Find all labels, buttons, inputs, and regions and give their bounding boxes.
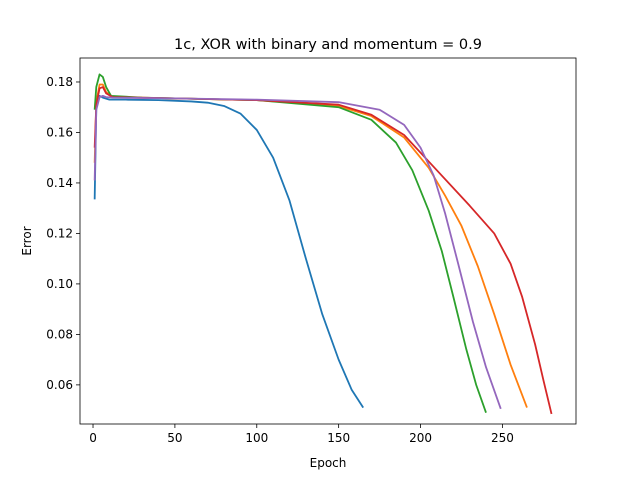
y-tick-label: 0.12 [46, 226, 73, 240]
series-line-1 [93, 94, 364, 409]
x-tick-label: 250 [491, 431, 514, 445]
x-tick-label: 150 [327, 431, 350, 445]
plot-area [80, 58, 576, 424]
x-axis-ticks: 0 50 100 150 200 250 [89, 424, 514, 445]
y-tick-label: 0.06 [46, 378, 73, 392]
series-layer [93, 73, 553, 415]
y-tick-label: 0.16 [46, 125, 73, 139]
series-line-4 [93, 86, 553, 415]
y-tick-label: 0.14 [46, 176, 73, 190]
x-tick-label: 50 [167, 431, 182, 445]
series-line-5 [93, 94, 502, 410]
y-axis-ticks: 0.06 0.08 0.10 0.12 0.14 0.16 0.18 [46, 75, 80, 392]
y-tick-label: 0.10 [46, 277, 73, 291]
plot-frame [79, 57, 577, 425]
series-line-2 [93, 83, 528, 408]
x-tick-label: 100 [245, 431, 268, 445]
x-tick-label: 200 [409, 431, 432, 445]
series-line-3 [93, 73, 487, 413]
x-axis-label: Epoch [310, 456, 347, 470]
x-tick-label: 0 [89, 431, 97, 445]
chart-title: 1c, XOR with binary and momentum = 0.9 [174, 37, 482, 53]
y-axis-label: Error [20, 226, 34, 255]
y-tick-label: 0.18 [46, 75, 73, 89]
y-tick-label: 0.08 [46, 327, 73, 341]
